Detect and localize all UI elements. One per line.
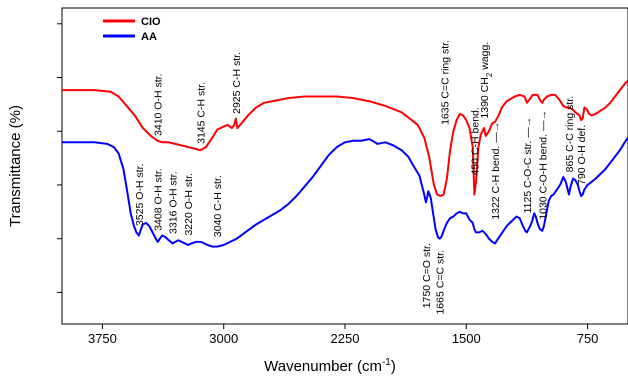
peak-annotation: 1030 C-O-H bend. —→ — [537, 110, 549, 220]
x-axis-label-sup: -1 — [382, 357, 391, 368]
peak-annotation-wagg: 1390 CH2 wagg. — [479, 42, 494, 119]
peak-annotation: 3145 C-H str. — [195, 82, 207, 144]
x-tick-label: 2250 — [331, 331, 360, 346]
axis-ticks: 3750 3000 2250 1500 750 — [57, 23, 599, 346]
x-axis-label: Wavenumber (cm-1) — [264, 357, 396, 375]
series-line-cio — [62, 79, 628, 198]
x-tick-label: 1500 — [452, 331, 481, 346]
peak-annotation: 1750 C=O str. — [421, 243, 433, 308]
x-tick-label: 3000 — [209, 331, 238, 346]
peak-annotation: 3220 O-H str. — [183, 173, 195, 235]
peak-annotation: 3408 O-H str. — [153, 168, 165, 230]
peak-annotation: 865 C-C ring str. — [564, 96, 576, 172]
legend: CIO AA — [103, 16, 161, 43]
series-layer — [62, 79, 628, 248]
x-tick-label: 750 — [577, 331, 599, 346]
annotation-layer: 3410 O-H str. 3145 C-H str. 2925 C-H str. 1… — [134, 40, 588, 315]
x-tick-label: 3750 — [88, 331, 117, 346]
peak-annotation: 450 C-H bend. — [469, 107, 481, 175]
peak-annotation: 3316 O-H str. — [168, 171, 180, 233]
peak-annotation: 3525 O-H str. — [134, 164, 146, 226]
peak-annotation: 3040 C-H str. — [212, 175, 224, 237]
peak-annotation: 1635 C=C ring str. — [439, 40, 451, 125]
legend-label-aa: AA — [141, 31, 157, 43]
series-line-aa — [62, 136, 628, 248]
peak-annotation: 1665 C=C str. — [435, 250, 447, 315]
legend-label-cio: CIO — [141, 16, 161, 28]
peak-annotation: 2925 C-H str. — [231, 52, 243, 114]
peak-annotation: 1322 C-H bend. —→ — [490, 122, 502, 220]
peak-annotation: 790 O-H def. — [576, 125, 588, 185]
peak-annotation: 1125 C-O-C str. —→ — [522, 117, 534, 214]
y-axis-label: Transmittance (%) — [7, 105, 24, 227]
peak-annotation: 3410 O-H str. — [152, 74, 164, 136]
